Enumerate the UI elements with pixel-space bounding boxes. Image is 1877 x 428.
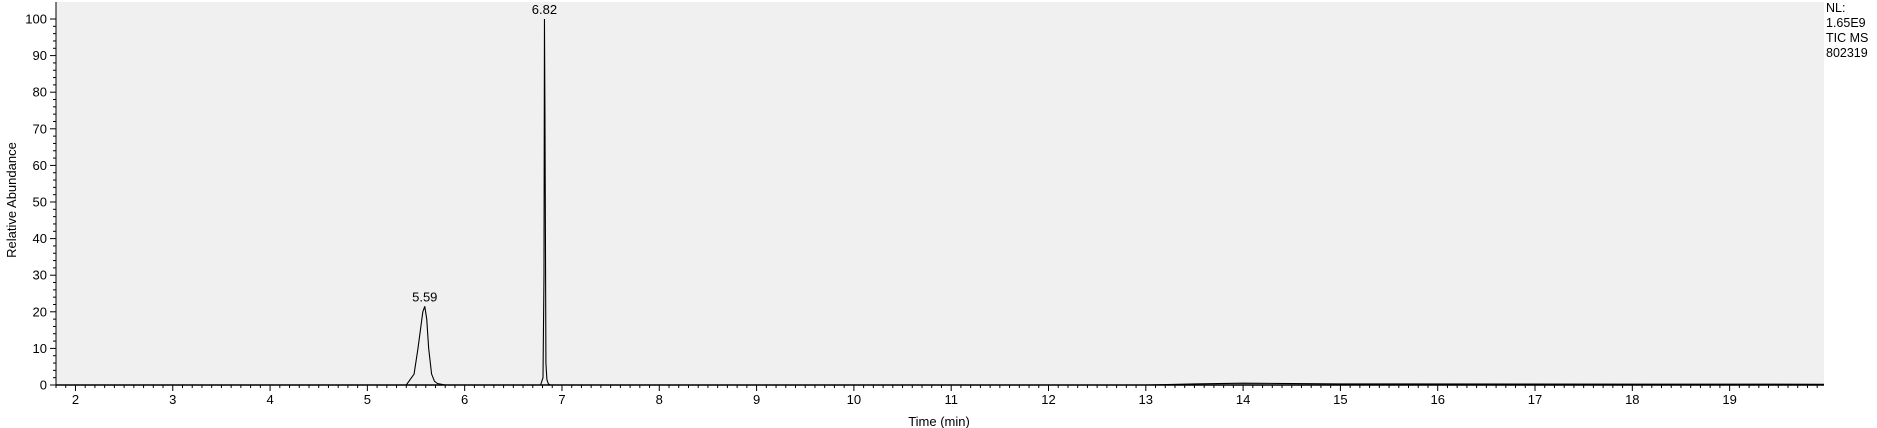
- y-tick-label: 100: [25, 12, 47, 27]
- trace-type: TIC MS: [1826, 31, 1869, 45]
- x-tick-label: 17: [1528, 392, 1542, 407]
- y-tick-label: 30: [33, 268, 47, 283]
- plot-area: [56, 2, 1824, 385]
- y-tick-label: 50: [33, 195, 47, 210]
- trace-info: NL: 1.65E9 TIC MS 802319: [1826, 1, 1868, 61]
- nl-label: NL:: [1826, 1, 1846, 15]
- peak-label: 5.59: [412, 289, 437, 304]
- y-tick-label: 90: [33, 48, 47, 63]
- sample-id: 802319: [1826, 46, 1868, 60]
- y-tick-label: 20: [33, 304, 47, 319]
- x-tick-label: 14: [1236, 392, 1250, 407]
- y-tick-label: 80: [33, 85, 47, 100]
- x-tick-label: 6: [461, 392, 468, 407]
- x-tick-label: 15: [1333, 392, 1347, 407]
- x-tick-label: 5: [364, 392, 371, 407]
- y-tick-label: 70: [33, 121, 47, 136]
- x-tick-label: 13: [1139, 392, 1153, 407]
- y-tick-label: 0: [40, 378, 47, 393]
- y-tick-label: 40: [33, 231, 47, 246]
- x-tick-label: 3: [169, 392, 176, 407]
- x-axis-title: Time (min): [908, 414, 970, 428]
- nl-value: 1.65E9: [1826, 16, 1866, 30]
- y-tick-label: 60: [33, 158, 47, 173]
- x-tick-label: 19: [1722, 392, 1736, 407]
- x-tick-label: 8: [656, 392, 663, 407]
- x-tick-label: 7: [558, 392, 565, 407]
- x-tick-label: 2: [72, 392, 79, 407]
- peak-label: 6.82: [532, 2, 557, 17]
- y-tick-label: 10: [33, 341, 47, 356]
- y-axis-title: Relative Abundance: [4, 142, 19, 258]
- x-tick-label: 9: [753, 392, 760, 407]
- x-tick-label: 16: [1430, 392, 1444, 407]
- x-tick-label: 11: [944, 392, 958, 407]
- x-tick-label: 10: [847, 392, 861, 407]
- x-tick-label: 18: [1625, 392, 1639, 407]
- x-tick-label: 4: [266, 392, 273, 407]
- x-tick-label: 12: [1041, 392, 1055, 407]
